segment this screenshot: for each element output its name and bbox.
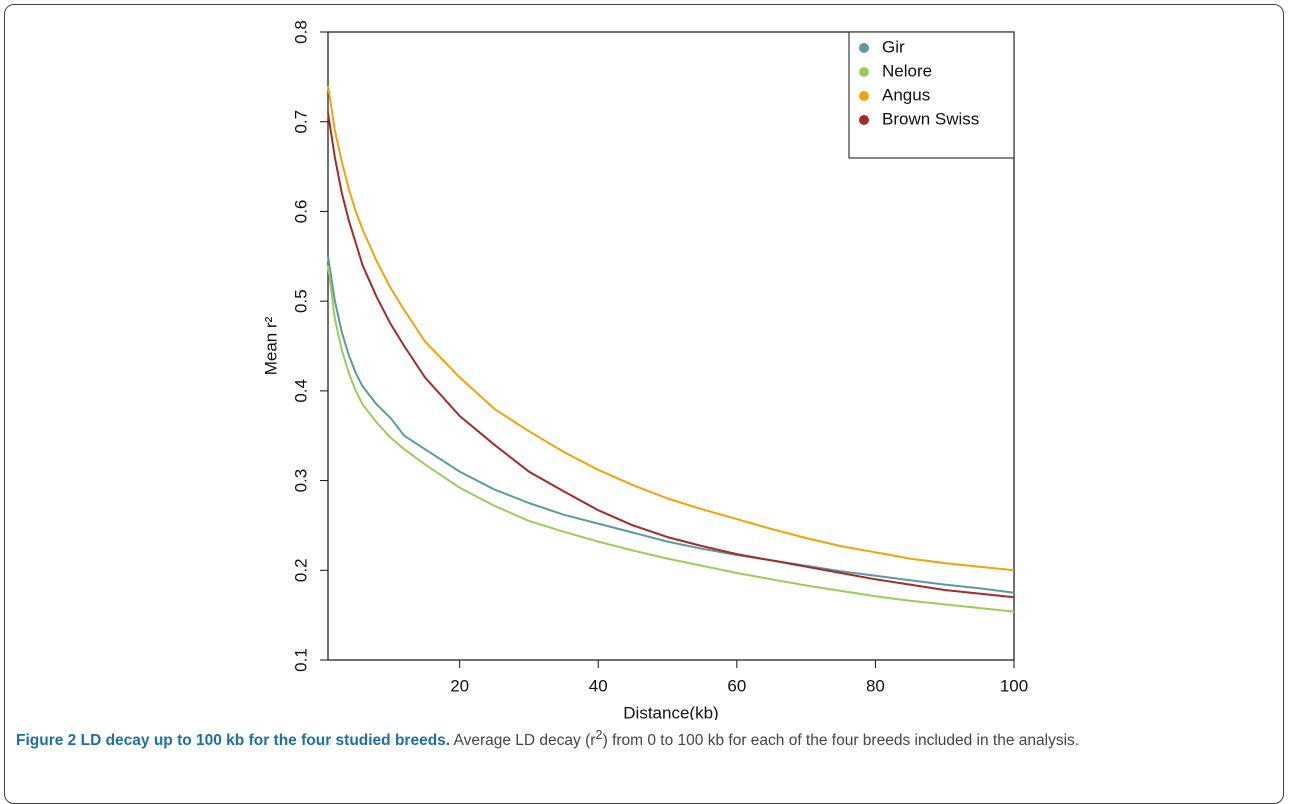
y-axis-label: Mean r² <box>261 316 280 375</box>
plot-frame <box>327 31 1015 661</box>
y-tick-label: 0.8 <box>291 20 310 44</box>
y-tick-label: 0.4 <box>291 379 310 403</box>
line <box>327 256 1015 594</box>
caption-label: Figure 2 <box>16 732 77 750</box>
legend-box <box>848 31 1015 159</box>
legend-label: Brown Swiss <box>882 109 979 128</box>
y-tick-label: 0.1 <box>291 648 310 672</box>
y-tick-label: 0.7 <box>291 110 310 134</box>
caption-text: ) from 0 to 100 kb for each of the four … <box>602 732 1080 750</box>
x-tick-label: 100 <box>1000 676 1028 695</box>
x-tick-label: 60 <box>727 676 746 695</box>
legend-label: Nelore <box>882 61 932 80</box>
chart: 0.1 0.2 0.3 0.4 0.5 0.6 0.7 0.8 20 40 60 80 100 Dista… <box>261 20 1028 720</box>
y-tick-label: 0.3 <box>291 469 310 493</box>
legend-marker <box>859 115 869 125</box>
y-tick-label: 0.2 <box>291 558 310 582</box>
caption-text: Average LD decay (r <box>453 732 596 750</box>
x-axis-label: Distance(kb) <box>623 703 718 720</box>
x-tick-label: 20 <box>450 676 469 695</box>
legend-marker <box>859 67 869 77</box>
caption-sup: 2 <box>595 727 603 742</box>
legend-marker <box>859 43 869 53</box>
x-tick-label: 40 <box>589 676 608 695</box>
legend-label: Angus <box>882 85 930 104</box>
y-tick-label: 0.5 <box>291 289 310 313</box>
caption-title: LD decay up to 100 kb for the four studi… <box>80 732 451 750</box>
legend-label: Gir <box>882 37 905 56</box>
line <box>327 265 1015 613</box>
line <box>327 112 1015 599</box>
line <box>327 85 1015 572</box>
legend-marker <box>859 91 869 101</box>
caption: Figure 2 LD decay up to 100 kb for the f… <box>16 722 1274 754</box>
y-tick-label: 0.6 <box>291 200 310 224</box>
x-tick-label: 80 <box>866 676 885 695</box>
